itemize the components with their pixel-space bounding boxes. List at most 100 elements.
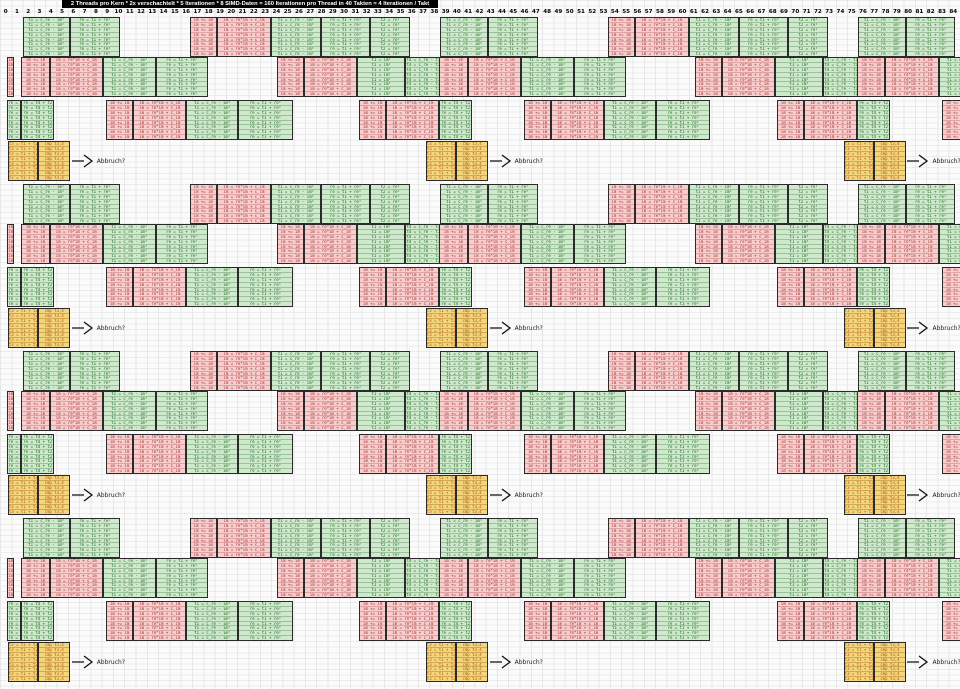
- op-cell: t3 = t1 + t2: [8, 312, 38, 318]
- cycle-tick: 8: [93, 9, 98, 15]
- op-cell: im += im: [440, 81, 467, 86]
- op-cell: im += im: [440, 71, 467, 77]
- op-cell: t3 = t1 + t2: [426, 145, 456, 151]
- op-cell: im += im: [8, 253, 13, 259]
- op-cell: re = t1 + re²: [906, 51, 955, 56]
- op-cell: re = t1 + re²: [488, 208, 537, 213]
- op-cell: im += im: [22, 71, 49, 77]
- op-cell: im += im: [107, 448, 133, 454]
- op-cell: im += im: [8, 559, 13, 563]
- op-cell: im = re*im + c_im: [304, 587, 356, 592]
- op-cell: re = t1 + re²: [71, 26, 119, 32]
- op-cell: im += im: [942, 291, 960, 296]
- op-cell: im = re*im + c_im: [805, 625, 857, 630]
- op-cell: re = t1 + re²: [321, 218, 370, 223]
- cycle-tick: 56: [633, 9, 642, 15]
- op-cell: t1 = c_re - im²: [272, 385, 320, 390]
- op-cell: re = t4 + t2: [8, 630, 21, 635]
- op-cell: t1 = c_re - im²: [859, 208, 905, 213]
- op-cell: re = t1 + re²: [321, 527, 370, 533]
- op-cell: im = re*im + c_im: [886, 238, 938, 244]
- op-cell: t2 = re²: [371, 380, 409, 385]
- op-cell: im = re*im + c_im: [473, 392, 515, 396]
- op-cell: im = re*im + c_im: [552, 635, 604, 640]
- op-cell: cmp t3,4: [875, 676, 905, 681]
- op-cell: t4 = c_re - t1: [824, 587, 858, 593]
- op-cell: t1 = c_re - im²: [103, 577, 155, 582]
- cycle-axis: 0 1 2 3 4 5 6 7 8 9 10 11 12 13 14 15 16 17 18 19 20 21 22 23 24…: [0, 8, 960, 17]
- op-cell: im += im: [360, 625, 386, 630]
- op-cell: t4 = c_re - t1: [824, 258, 858, 263]
- op-cell: t4 = c_re - t1: [824, 253, 858, 259]
- op-cell: re = t1 + re²: [156, 415, 207, 420]
- op-cell: t1 = c_re - im²: [939, 395, 960, 401]
- op-cell: t1 = c_re - im²: [521, 71, 573, 77]
- op-cell: re = t1 + re²: [71, 21, 119, 27]
- op-cell: re = t1 + re²: [71, 193, 119, 199]
- op-cell: im += im: [608, 375, 634, 380]
- op-cell: im = re*im + c_im: [886, 410, 938, 415]
- op-cell: cmp t3,4: [875, 661, 905, 666]
- op-block-yellow: t3 = t1 + t2 t3 = t1 + t2 t3 = t1 + t2 t3 =…: [425, 642, 457, 682]
- op-cell: im = re*im + c_im: [722, 415, 774, 420]
- op-cell: t2 = re²: [789, 208, 827, 213]
- op-cell: im = re*im + c_im: [50, 592, 102, 597]
- op-cell: re = t1 + re²: [156, 91, 207, 96]
- op-cell: re = t1 + re²: [156, 243, 207, 248]
- op-cell: re = t4 + t2: [440, 635, 472, 640]
- op-cell: im += im: [107, 271, 133, 277]
- cycle-tick: 51: [577, 9, 585, 15]
- op-cell: t2 = re²: [789, 365, 827, 371]
- op-cell: re = t1 + re²: [657, 286, 710, 291]
- op-cell: im = re*im + c_im: [805, 610, 857, 616]
- op-cell: t1 = c_re - im²: [23, 203, 69, 208]
- op-cell: re = t1 + re²: [747, 519, 780, 523]
- op-cell: re = t1 + re²: [667, 435, 699, 439]
- op-cell: im = re*im + c_im: [387, 453, 439, 458]
- op-cell: im = re*im + c_im: [387, 458, 439, 463]
- op-cell: re = t1 + re²: [657, 625, 710, 630]
- op-cell: im += im: [277, 567, 303, 573]
- op-cell: t4 = c_re - t1: [406, 592, 440, 597]
- op-cell: re = t1 + re²: [574, 243, 625, 248]
- op-cell: t2 = re²: [789, 31, 827, 37]
- op-block-red: im = re*im + c_im im = re*im + c_im im = r…: [216, 518, 272, 558]
- op-cell: im += im: [8, 592, 13, 597]
- op-cell: im = re*im + c_im: [468, 572, 520, 578]
- op-cell: im += im: [22, 587, 49, 592]
- op-cell: im += im: [608, 188, 634, 194]
- op-cell: t1 = im²: [789, 225, 809, 229]
- op-cell: re = t1 + re²: [584, 225, 616, 229]
- op-cell: im += im: [440, 91, 467, 96]
- op-cell: im += im: [780, 268, 801, 272]
- op-block-yellow: cmp t3,4 cmp t3,4 cmp t3,4 cmp t3,4 cmp t3,4…: [456, 141, 488, 181]
- op-cell: cmp t3,4: [39, 165, 69, 170]
- op-cell: t4 = c_re - t1: [824, 225, 858, 229]
- op-cell: re = t1 + re²: [71, 375, 119, 380]
- op-cell: t2 = re²: [380, 18, 400, 22]
- op-cell: t3 = t1 + t2: [844, 175, 874, 180]
- op-cell: t3 = t1 + t2: [8, 342, 38, 347]
- op-cell: re = t4 + t2: [23, 101, 53, 105]
- op-cell: im += im: [698, 392, 718, 396]
- op-cell: t1 = c_re - im²: [859, 31, 905, 37]
- op-cell: im = re*im + c_im: [886, 582, 938, 587]
- op-cell: im += im: [858, 258, 885, 263]
- op-cell: re = t4 + t2: [8, 291, 21, 296]
- op-cell: re = t4 + t2: [23, 268, 53, 272]
- op-block-yellow: cmp t3,4 cmp t3,4 cmp t3,4 cmp t3,4 cmp t3,4…: [874, 642, 906, 682]
- op-cell: im = re*im + c_im: [304, 592, 356, 597]
- op-cell: t3 = t1 + t2: [844, 142, 874, 146]
- op-cell: re = t4 + t2: [22, 605, 54, 611]
- op-cell: t1 = c_re - im²: [103, 405, 155, 411]
- op-cell: re = t1 + re²: [657, 291, 710, 296]
- cycle-tick: 61: [689, 9, 698, 15]
- op-cell: re = t4 + t2: [858, 119, 889, 125]
- op-cell: im += im: [945, 435, 960, 439]
- op-cell: im = re*im + c_im: [805, 124, 857, 129]
- op-cell: im += im: [942, 443, 960, 449]
- op-cell: re = t4 + t2: [858, 615, 889, 621]
